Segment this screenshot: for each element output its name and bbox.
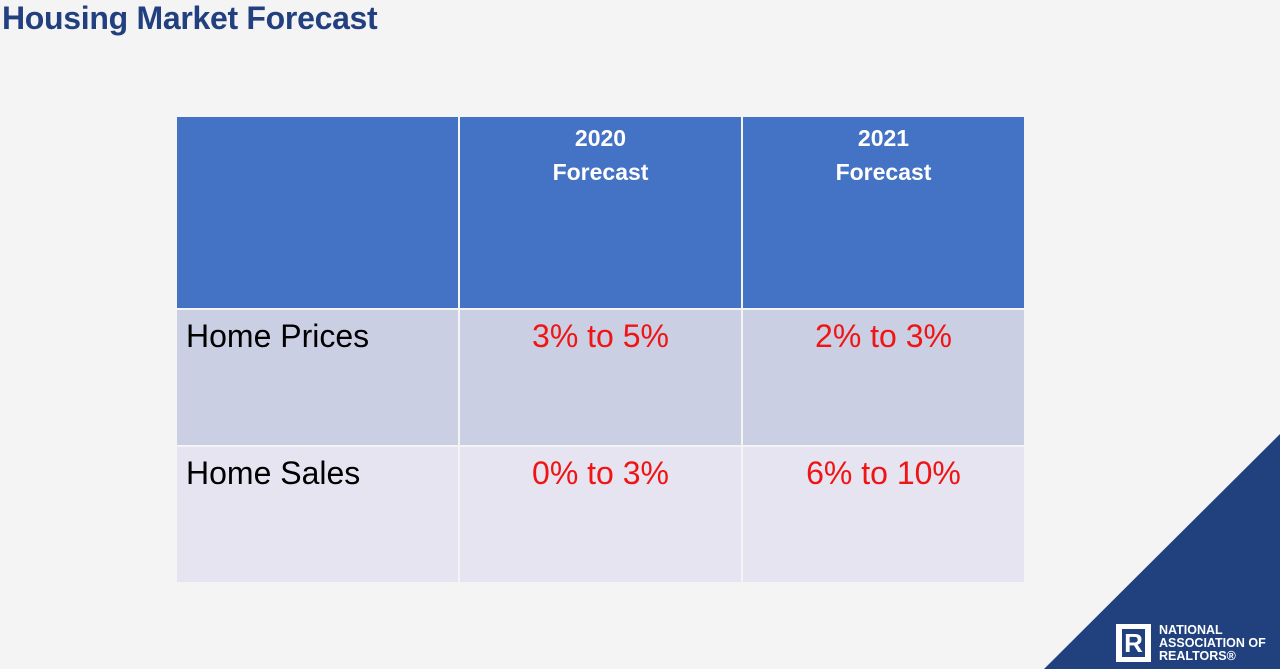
forecast-table: 2020 Forecast 2021 Forecast Home Prices 3%…: [175, 115, 1026, 584]
value-cell: 6% to 10%: [743, 447, 1024, 582]
page-title: Housing Market Forecast: [2, 0, 378, 36]
header-label: Forecast: [835, 159, 932, 185]
header-cell-2021: 2021 Forecast: [743, 117, 1024, 308]
logo-line: NATIONAL: [1159, 623, 1223, 637]
table-header-row: 2020 Forecast 2021 Forecast: [177, 117, 1024, 308]
header-year: 2021: [857, 125, 910, 151]
logo-text: NATIONAL ASSOCIATION OF REALTORS®: [1159, 624, 1266, 663]
header-cell-2020: 2020 Forecast: [460, 117, 741, 308]
value-cell: 0% to 3%: [460, 447, 741, 582]
decorative-triangle: [1044, 434, 1280, 669]
header-cell-empty: [177, 117, 458, 308]
realtor-logo-icon: R: [1116, 624, 1151, 662]
table-row: Home Sales 0% to 3% 6% to 10%: [177, 447, 1024, 582]
table-row: Home Prices 3% to 5% 2% to 3%: [177, 310, 1024, 445]
row-label: Home Prices: [177, 310, 458, 445]
logo-line: ASSOCIATION OF: [1159, 636, 1266, 650]
logo-line: REALTORS®: [1159, 649, 1236, 663]
row-label: Home Sales: [177, 447, 458, 582]
header-year: 2020: [574, 125, 627, 151]
logo-mark: R: [1122, 629, 1145, 657]
value-cell: 3% to 5%: [460, 310, 741, 445]
value-cell: 2% to 3%: [743, 310, 1024, 445]
header-label: Forecast: [552, 159, 649, 185]
